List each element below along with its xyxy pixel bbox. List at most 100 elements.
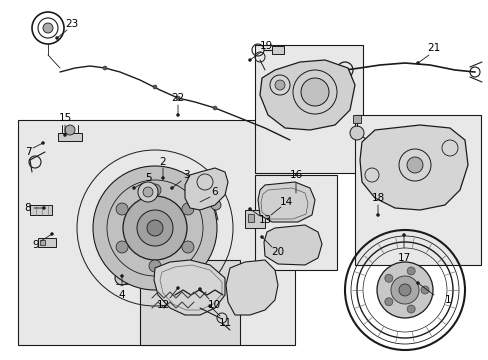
Circle shape (176, 287, 179, 289)
Circle shape (149, 184, 161, 196)
Circle shape (93, 166, 217, 290)
Text: 18: 18 (370, 193, 384, 203)
Circle shape (161, 176, 164, 180)
Circle shape (390, 276, 418, 304)
Circle shape (208, 305, 211, 307)
Circle shape (198, 201, 201, 203)
Circle shape (274, 80, 285, 90)
Circle shape (406, 157, 422, 173)
Text: 11: 11 (218, 318, 231, 328)
Circle shape (149, 260, 161, 272)
Circle shape (376, 213, 379, 216)
Circle shape (248, 207, 251, 211)
Bar (247, 214, 253, 222)
Circle shape (416, 282, 419, 284)
Circle shape (132, 186, 135, 189)
Circle shape (176, 96, 180, 100)
Circle shape (138, 182, 158, 202)
Polygon shape (359, 125, 467, 210)
Bar (271, 46, 284, 54)
Circle shape (176, 113, 179, 117)
Circle shape (50, 233, 53, 235)
Circle shape (182, 203, 194, 215)
Bar (40, 240, 45, 245)
Circle shape (137, 210, 173, 246)
Circle shape (260, 235, 263, 239)
Circle shape (420, 286, 428, 294)
Text: 21: 21 (427, 43, 440, 53)
Text: 4: 4 (119, 290, 125, 300)
Bar (274, 248, 286, 254)
Text: 5: 5 (144, 173, 151, 183)
Text: 19: 19 (259, 41, 272, 51)
Text: 2: 2 (160, 157, 166, 167)
Text: 15: 15 (58, 113, 71, 123)
Circle shape (407, 267, 414, 275)
Circle shape (384, 274, 392, 282)
Polygon shape (225, 260, 278, 315)
Bar (58, 133, 82, 141)
Text: 23: 23 (65, 19, 79, 29)
Circle shape (269, 75, 289, 95)
Circle shape (269, 213, 272, 216)
Circle shape (301, 78, 328, 106)
Text: 12: 12 (156, 300, 169, 310)
Text: 3: 3 (183, 170, 189, 180)
Bar (140, 260, 240, 345)
Circle shape (213, 106, 217, 110)
Bar (38, 238, 56, 247)
Polygon shape (184, 168, 227, 210)
Circle shape (416, 62, 419, 64)
Polygon shape (154, 260, 224, 315)
Circle shape (170, 186, 173, 189)
Circle shape (294, 192, 297, 194)
Circle shape (65, 125, 75, 135)
Circle shape (142, 187, 153, 197)
Bar (244, 210, 264, 228)
Circle shape (210, 200, 221, 210)
Circle shape (182, 241, 194, 253)
Circle shape (63, 134, 66, 136)
Circle shape (248, 59, 251, 62)
Bar (354, 115, 480, 265)
Text: 9: 9 (33, 240, 39, 250)
Circle shape (147, 220, 163, 236)
Text: 7: 7 (24, 147, 31, 157)
Text: 13: 13 (258, 215, 271, 225)
Circle shape (116, 241, 128, 253)
Text: 17: 17 (397, 253, 410, 263)
Text: 22: 22 (171, 93, 184, 103)
Circle shape (153, 85, 157, 89)
Text: 20: 20 (271, 247, 284, 257)
Circle shape (42, 207, 45, 210)
Circle shape (398, 284, 410, 296)
Circle shape (41, 141, 44, 144)
Circle shape (402, 234, 405, 237)
Text: 10: 10 (207, 300, 220, 310)
Polygon shape (18, 120, 294, 345)
Circle shape (376, 262, 432, 318)
Circle shape (123, 196, 186, 260)
Circle shape (116, 203, 128, 215)
Polygon shape (258, 182, 314, 222)
Polygon shape (264, 225, 321, 265)
Bar (254, 45, 362, 173)
Circle shape (198, 288, 201, 291)
Text: 6: 6 (211, 187, 218, 197)
Circle shape (43, 23, 53, 33)
Circle shape (115, 271, 129, 285)
Circle shape (60, 133, 249, 323)
Text: 14: 14 (279, 197, 292, 207)
Circle shape (120, 274, 123, 278)
Circle shape (384, 298, 392, 306)
Bar (254, 175, 336, 270)
Bar (30, 205, 52, 215)
Text: 1: 1 (444, 295, 450, 305)
Text: 16: 16 (289, 170, 302, 180)
Circle shape (349, 126, 363, 140)
Circle shape (55, 36, 59, 40)
Text: 8: 8 (24, 203, 31, 213)
Polygon shape (260, 60, 354, 130)
Circle shape (407, 305, 414, 313)
Circle shape (103, 66, 107, 70)
